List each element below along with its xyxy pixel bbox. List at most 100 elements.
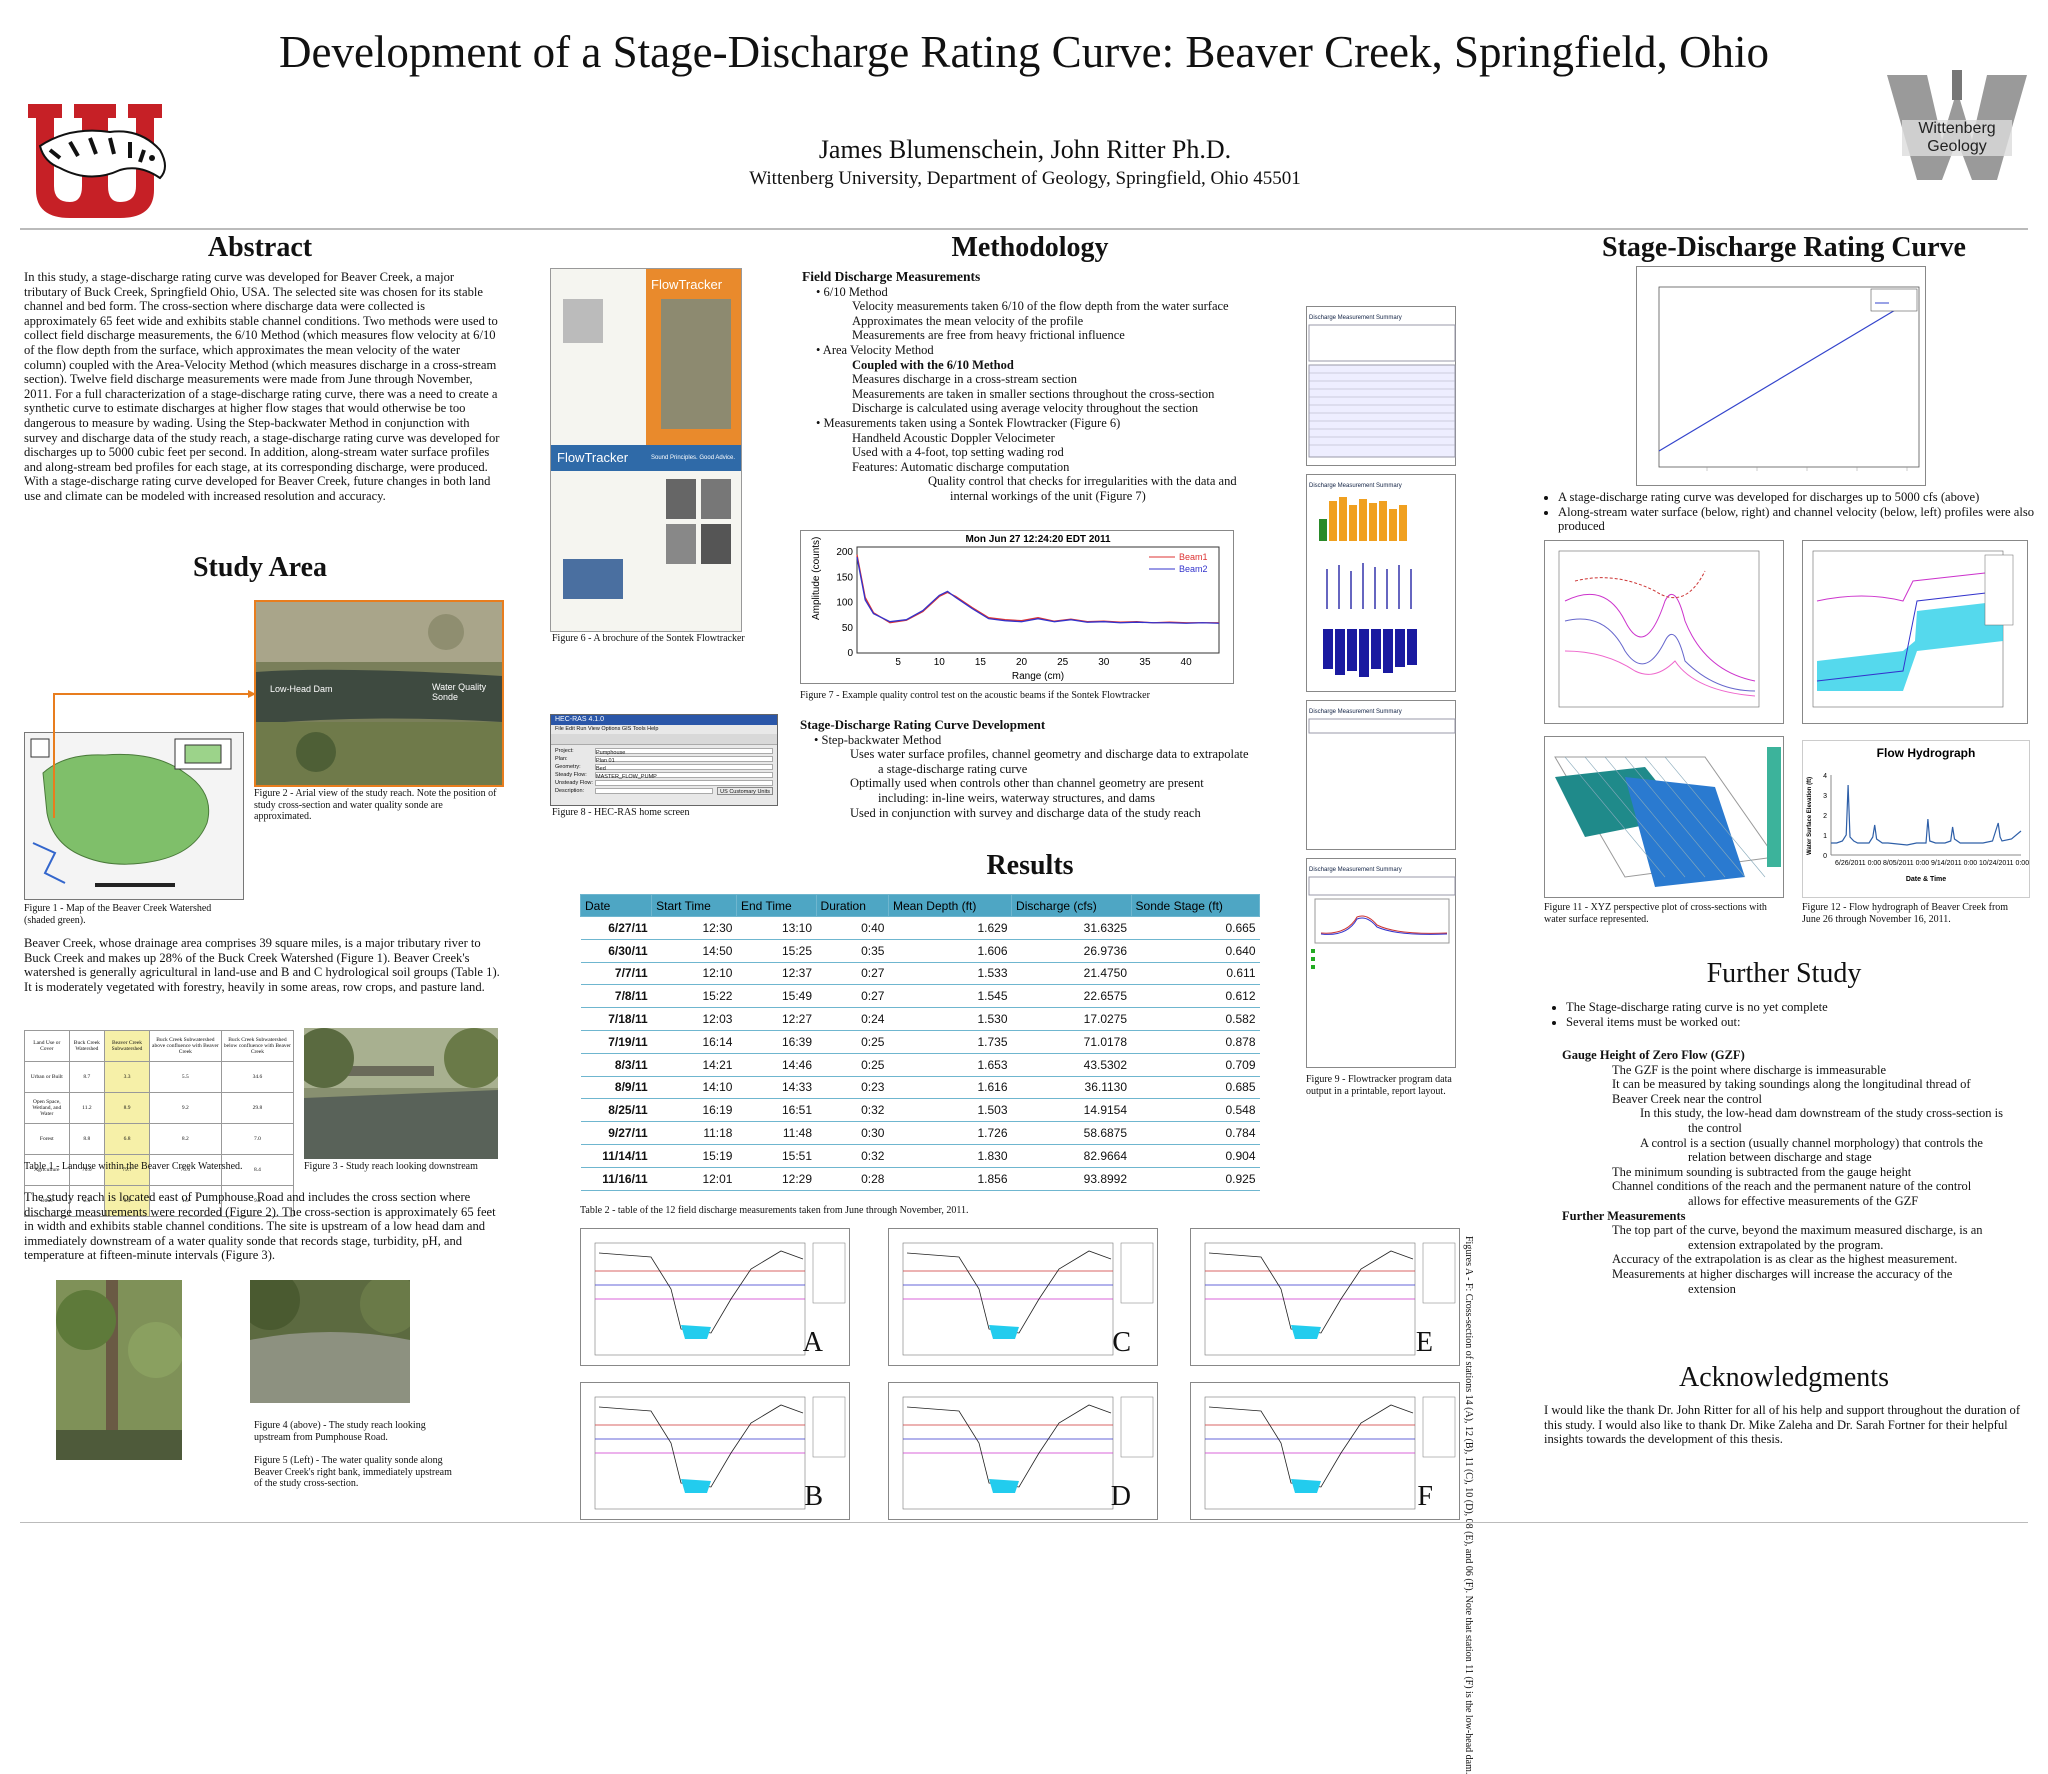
fig5-caption: Figure 5 (Left) - The water quality sond… xyxy=(254,1455,452,1489)
fm-line: Accuracy of the extrapolation is as clea… xyxy=(1612,1252,1958,1267)
brochure-title-2: FlowTracker xyxy=(557,450,629,465)
hydrograph-svg: Flow Hydrograph 0 1 2 3 4 6/26/2011 0:00 8/05/2… xyxy=(1807,746,2029,883)
fig1-caption: Figure 1 - Map of the Beaver Creek Water… xyxy=(24,903,212,926)
qc-xlabel: Range (cm) xyxy=(1012,671,1064,682)
hecras-row: Unsteady Flow: xyxy=(555,779,773,787)
qc-legend-label: Beam2 xyxy=(1179,564,1208,574)
qc-xtick: 30 xyxy=(1098,657,1110,668)
table-row: 8/25/11 16:19 16:51 0:32 1.503 14.9154 0.548 xyxy=(580,1098,1260,1123)
table-cell: 0.612 xyxy=(1131,984,1260,1009)
results-col-header: Start Time xyxy=(651,894,737,917)
cross-section-panel: E xyxy=(1190,1228,1460,1366)
table-cell: 0.925 xyxy=(1131,1167,1260,1191)
gzf-line: relation between discharge and stage xyxy=(1688,1150,1872,1165)
cross-section-panel: F xyxy=(1190,1382,1460,1520)
hecras-field-value[interactable]: Bed xyxy=(595,764,773,772)
table-cell: 0.548 xyxy=(1131,1098,1260,1123)
hecras-titlebar: HEC-RAS 4.1.0 xyxy=(551,715,777,725)
panels-caption: Figures A - F: Cross-section of stations… xyxy=(1463,1236,1474,1774)
abstract-heading: Abstract xyxy=(207,232,313,263)
cross-section-svg xyxy=(594,1242,846,1356)
rating-heading: Stage-Discharge Rating Curve xyxy=(1602,232,1966,263)
hydro-xtick: 6/26/2011 0:00 xyxy=(1835,860,1881,867)
table-row: 7/7/11 12:10 12:37 0:27 1.533 21.4750 0.611 xyxy=(580,962,1260,986)
upstream-photo xyxy=(240,1270,420,1403)
hecras-row: Description: US Customary Units xyxy=(555,787,773,795)
table-cell: 0.640 xyxy=(1131,939,1260,963)
table-cell: 0:27 xyxy=(816,962,889,986)
table-cell: Urban or Built xyxy=(24,1061,70,1093)
table-cell: 43.5302 xyxy=(1011,1053,1132,1077)
table-cell: 8.4 xyxy=(220,1154,295,1186)
hydro-ytick: 3 xyxy=(1823,793,1827,800)
hecras-field-value[interactable] xyxy=(595,780,773,786)
table-cell: 31.6325 xyxy=(1011,916,1132,940)
table-cell: 1.830 xyxy=(888,1144,1012,1168)
gzf-line: The GZF is the point where discharge is … xyxy=(1612,1062,1887,1077)
hecras-field-label: Project: xyxy=(555,748,574,754)
method-line: Measures discharge in a cross-stream sec… xyxy=(852,372,1078,387)
table-cell: 0:25 xyxy=(816,1030,889,1054)
table-cell: 5.5 xyxy=(148,1061,222,1093)
header-divider xyxy=(20,228,2028,230)
qc-ytick: 0 xyxy=(847,648,853,659)
table-row: 11/16/11 12:01 12:29 0:28 1.856 93.8992 0.925 xyxy=(580,1167,1260,1191)
rating-curve-chart xyxy=(1636,266,1926,486)
table-cell: 29.8 xyxy=(220,1092,295,1124)
study-area-heading: Study Area xyxy=(192,552,328,583)
table-cell: 0.582 xyxy=(1131,1007,1260,1031)
report-title-4: Discharge Measurement Summary xyxy=(1309,867,1402,873)
table-row: 6/27/11 12:30 13:10 0:40 1.629 31.6325 0.665 xyxy=(580,916,1260,940)
qc-ytick: 200 xyxy=(836,547,853,558)
cross-section-svg xyxy=(594,1396,846,1510)
results-col-header: Date xyxy=(579,894,653,917)
qc-legend-label: Beam1 xyxy=(1179,552,1208,562)
flowtracker-report: Discharge Measurement Summary Discharge … xyxy=(1306,306,1456,1068)
abstract-text: In this study, a stage-discharge rating … xyxy=(24,270,500,503)
sonde-photo xyxy=(56,1280,184,1460)
field-methods: Field Discharge Measurements • 6/10 Meth… xyxy=(802,269,1272,504)
table-cell: 8.9 xyxy=(104,1092,150,1124)
table-cell: 21.4750 xyxy=(1011,962,1132,986)
table-cell: 0.665 xyxy=(1131,916,1260,940)
table-cell: 14:46 xyxy=(736,1053,817,1077)
hecras-field-value[interactable]: Pumphouse xyxy=(595,748,773,756)
hecras-field-value[interactable]: Plan 01 xyxy=(595,756,773,764)
hecras-field-value[interactable] xyxy=(595,788,714,794)
table-cell: 14:21 xyxy=(651,1053,737,1077)
hecras-field-value[interactable]: MASTER_FLOW_PUMP xyxy=(595,772,773,780)
results-col-header: Discharge (cfs) xyxy=(1011,894,1132,917)
panel-letter: F xyxy=(1417,1481,1433,1512)
flow-hydrograph: Flow Hydrograph 0 1 2 3 4 6/26/2011 0:00 8/05/2… xyxy=(1802,740,2030,898)
qc-ytick: 150 xyxy=(836,572,853,583)
qc-xtick: 10 xyxy=(934,657,946,668)
panel-letter: A xyxy=(802,1327,823,1358)
cross-section-panel: C xyxy=(888,1228,1158,1366)
table-row: Agriculture 70.0 79.7 76.6 8.4 xyxy=(24,1154,295,1186)
cross-section-panel: D xyxy=(888,1382,1158,1520)
table-cell: 16:51 xyxy=(736,1098,817,1123)
poster-title: Development of a Stage-Discharge Rating … xyxy=(278,27,1769,77)
table-cell: 7/19/11 xyxy=(580,1030,652,1054)
table-cell: 0:30 xyxy=(816,1121,889,1145)
table-cell: 8/9/11 xyxy=(580,1076,652,1100)
table-cell: 71.0178 xyxy=(1011,1030,1132,1054)
table-cell: 3.4 xyxy=(104,1185,150,1217)
table-row: 7/8/11 15:22 15:49 0:27 1.545 22.6575 0.612 xyxy=(580,984,1260,1009)
hydro-series-line xyxy=(1831,784,2022,846)
wittenberg-geology-logo: Wittenberg Geology xyxy=(1882,70,2032,185)
qc-xtick: 5 xyxy=(895,657,901,668)
table-cell: 0:23 xyxy=(816,1076,889,1100)
hecras-units: US Customary Units xyxy=(717,787,773,795)
hydro-xtick: 10/24/2011 0:00 xyxy=(1979,860,2029,867)
dev-line: • Step-backwater Method xyxy=(814,732,942,747)
table-cell: 7/18/11 xyxy=(580,1007,652,1031)
results-col-header: End Time xyxy=(735,894,817,917)
table-row: Open Space, Wetland, and Water 11.2 8.9 9.2… xyxy=(24,1092,295,1124)
brochure-subtitle: Sound Principles. Good Advice. xyxy=(651,455,736,461)
table-cell: 9/27/11 xyxy=(580,1121,652,1145)
table-cell: 8.2 xyxy=(148,1123,222,1155)
hecras-field-label: Steady Flow: xyxy=(555,772,587,778)
hydro-ytick: 0 xyxy=(1823,853,1827,860)
table-cell: 1.735 xyxy=(888,1030,1012,1054)
